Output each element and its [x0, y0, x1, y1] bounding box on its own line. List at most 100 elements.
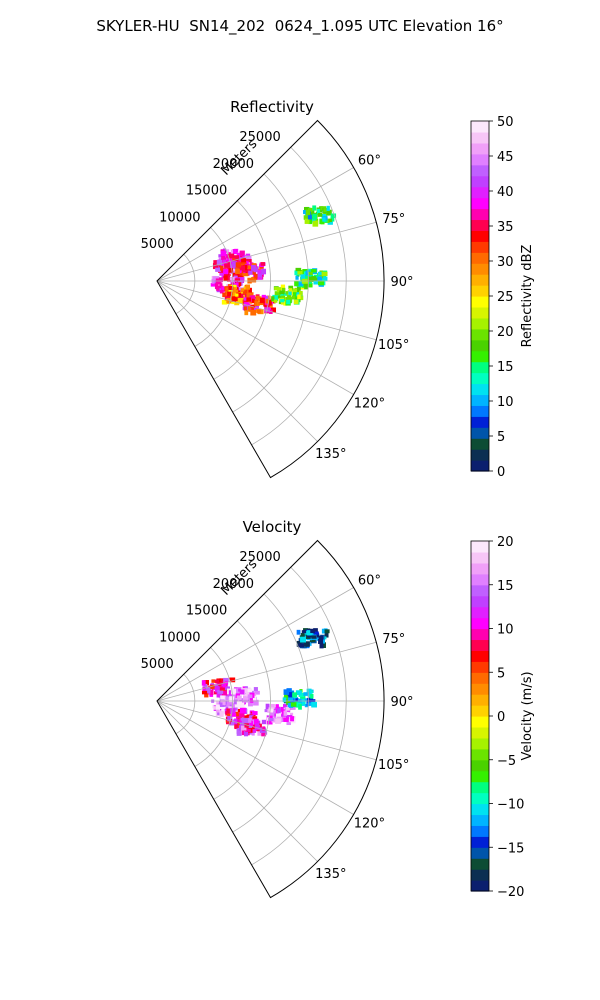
echo-pixel: [276, 706, 281, 712]
echo-pixel: [271, 296, 275, 302]
echo-pixel: [256, 301, 260, 306]
echo-pixel: [213, 276, 219, 280]
colorbar-segment: [471, 219, 489, 231]
azimuth-tick-label: 75°: [382, 212, 405, 227]
echo-pixel: [249, 720, 253, 727]
colorbar: 0 5 10 15 20 25 30 35 40 45 50 Reflectivity dBZ: [470, 115, 535, 480]
colorbar-segment: [471, 847, 489, 859]
colorbar-tick-label: 30: [497, 255, 514, 270]
colorbar-tick-label: 15: [497, 579, 514, 594]
echo-pixel: [307, 691, 312, 697]
colorbar-tick-label: 10: [497, 395, 514, 410]
colorbar-tick-label: 45: [497, 150, 514, 165]
echo-pixel: [261, 719, 267, 725]
echo-pixel: [243, 693, 248, 698]
colorbar-segment: [471, 880, 489, 892]
echo-pixel: [269, 708, 274, 713]
echo-pixel: [216, 259, 223, 266]
colorbar-segment: [471, 416, 489, 428]
echo-pixel: [243, 731, 249, 737]
colorbar-segment: [471, 628, 489, 641]
echo-pixel: [225, 696, 229, 701]
colorbar-tick-label: 25: [497, 290, 514, 305]
echo-pixel: [230, 689, 235, 695]
colorbar-segment: [471, 595, 489, 608]
echo-pixel: [300, 636, 306, 643]
echo-pixel: [252, 729, 257, 733]
echo-pixel: [210, 683, 214, 687]
echo-pixel: [260, 262, 266, 266]
polar-panel-reflectivity: Reflectivity60°75°90°105°120°135°5000100…: [141, 98, 535, 480]
echo-pixel: [227, 268, 234, 273]
colorbar-segment: [471, 164, 489, 177]
echo-pixel: [248, 292, 254, 297]
echo-pixel: [330, 213, 337, 218]
echo-pixel: [287, 691, 294, 698]
echo-pixel: [235, 718, 241, 723]
colorbar-tick-label: 0: [497, 465, 505, 480]
echo-pixel: [233, 707, 238, 711]
echo-pixel: [201, 690, 208, 695]
echo-pixel: [285, 291, 289, 295]
echo-pixel: [308, 210, 314, 215]
echo-pixel: [240, 271, 244, 276]
echo-pixel: [220, 250, 227, 256]
echo-pixel: [307, 280, 312, 284]
echo-pixel: [235, 268, 240, 275]
colorbar-tick-label: 10: [497, 623, 514, 638]
echo-pixel: [280, 298, 285, 303]
echo-pixel: [227, 291, 232, 297]
echo-pixel: [275, 713, 282, 720]
echo-pixel: [225, 678, 229, 682]
range-tick-label: 10000: [159, 630, 200, 645]
echo-pixel: [216, 709, 220, 713]
echo-pixel: [251, 306, 257, 312]
figure-title: SKYLER-HU SN14_202 0624_1.095 UTC Elevat…: [96, 17, 504, 35]
colorbar-segment: [471, 573, 489, 586]
echo-pixel: [250, 309, 257, 316]
echo-pixel: [224, 262, 230, 268]
echo-pixel: [245, 284, 251, 290]
echo-pixel: [254, 300, 258, 307]
echo-pixel: [218, 683, 222, 687]
range-tick-label: 25000: [239, 130, 280, 145]
echo-pixel: [313, 628, 318, 632]
echo-pixel: [238, 702, 245, 707]
echo-pixel: [233, 711, 239, 717]
echo-pixel: [235, 262, 242, 268]
colorbar-tick-label: 35: [497, 220, 514, 235]
range-tick-label: 15000: [186, 604, 227, 619]
colorbar-segment: [471, 759, 489, 772]
colorbar-segment: [471, 131, 489, 144]
colorbar-segment: [471, 705, 489, 717]
echo-pixel: [281, 709, 285, 715]
echo-pixel: [312, 205, 317, 211]
echo-pixel: [241, 258, 247, 265]
colorbar-segment: [471, 350, 489, 363]
colorbar-segment: [471, 737, 489, 750]
echo-pixel: [234, 278, 241, 282]
echo-pixel: [250, 728, 255, 733]
echo-pixel: [279, 290, 285, 295]
echo-pixel: [243, 289, 248, 295]
colorbar-segment: [471, 748, 489, 761]
echo-pixel: [270, 703, 275, 709]
echo-pixel: [304, 273, 308, 280]
colorbar-tick-label: −20: [497, 885, 524, 900]
echo-pixel: [300, 633, 305, 637]
azimuth-tick-label: 105°: [378, 338, 409, 353]
range-tick-label: 25000: [239, 550, 280, 565]
range-ring: [251, 566, 347, 866]
colorbar-segment: [471, 197, 489, 210]
echo-pixel: [294, 270, 301, 276]
echo-pixel: [284, 693, 288, 698]
echo-pixel: [266, 295, 271, 301]
echo-pixel: [268, 299, 272, 306]
azimuth-tick-label: 60°: [358, 574, 381, 589]
azimuth-gridline: [156, 700, 354, 815]
echo-pixel: [326, 205, 330, 212]
echo-pixel: [252, 724, 256, 731]
echo-pixel: [231, 688, 238, 694]
echo-pixel: [318, 638, 324, 644]
echo-pixel: [306, 700, 310, 707]
